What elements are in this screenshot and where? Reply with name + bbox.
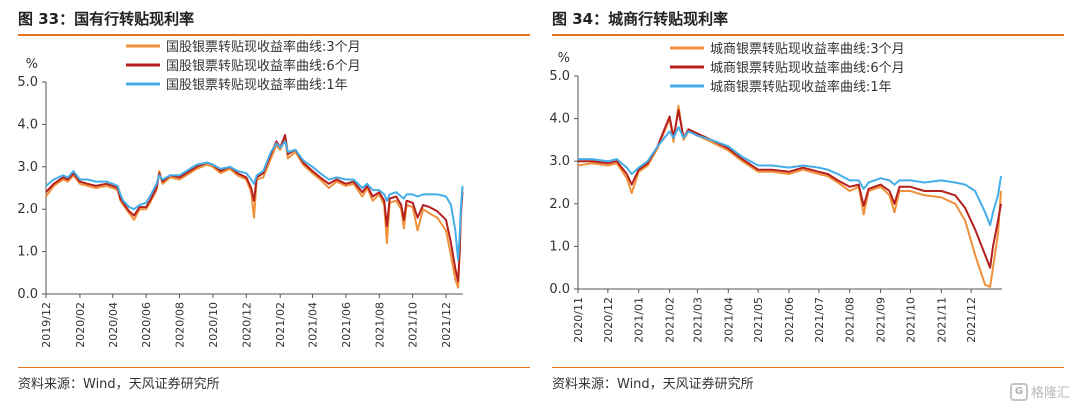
x-tick-label: 2020/02 <box>74 302 87 348</box>
y-tick-label: 0.0 <box>17 287 38 302</box>
watermark-logo-icon: G <box>1009 382 1028 401</box>
source-note: 资料来源：Wind，天风证券研究所 <box>18 377 220 392</box>
x-tick-label: 2021/09 <box>875 297 888 343</box>
x-tick-label: 2020/12 <box>240 302 253 348</box>
y-unit-label: % <box>558 51 570 66</box>
y-tick-label: 4.0 <box>549 112 570 127</box>
series-line-1 <box>578 109 1002 269</box>
y-tick-label: 3.0 <box>549 154 570 169</box>
series-line-2 <box>45 140 464 262</box>
y-tick-label: 2.0 <box>17 202 38 217</box>
x-tick-label: 2021/12 <box>440 302 453 348</box>
y-tick-label: 1.0 <box>17 245 38 260</box>
x-tick-label: 2021/10 <box>407 302 420 348</box>
x-tick-label: 2021/07 <box>813 297 826 343</box>
legend-label: 国股银票转贴现收益率曲线:6个月 <box>166 58 361 74</box>
x-tick-label: 2021/04 <box>307 302 320 348</box>
x-tick-label: 2020/12 <box>602 297 615 343</box>
figure-title: 图 34：城商行转贴现利率 <box>552 10 729 28</box>
y-tick-label: 0.0 <box>549 282 570 297</box>
bottom-rule <box>18 367 530 368</box>
source-note: 资料来源：Wind，天风证券研究所 <box>552 377 754 392</box>
chart-panel-33: 图 33：国有行转贴现利率 % 0.0 1.0 2.0 3.0 4.0 5.0 2019/12… <box>17 0 538 407</box>
line-chart-city-banks: % 0.0 1.0 2.0 3.0 4.0 5.0 2020/11 2020/12 2021/01… <box>549 41 1002 343</box>
x-tick-label: 2021/08 <box>373 302 386 348</box>
title-rule <box>552 34 1064 36</box>
x-tick-label: 2021/02 <box>274 302 287 348</box>
x-tick-label: 2021/10 <box>904 297 917 343</box>
bottom-rule <box>552 367 1064 368</box>
series-line-2 <box>578 126 1002 227</box>
x-tick-label: 2021/11 <box>935 297 948 343</box>
legend-label: 城商银票转贴现收益率曲线:1年 <box>710 79 892 95</box>
x-tick-label: 2021/05 <box>752 297 765 343</box>
y-tick-label: 2.0 <box>549 197 570 212</box>
watermark: G 格隆汇 <box>1009 382 1070 401</box>
y-tick-label: 5.0 <box>17 75 38 90</box>
x-tick-label: 2020/04 <box>107 302 120 348</box>
x-tick-label: 2021/03 <box>691 297 704 343</box>
series-line-0 <box>45 138 464 289</box>
line-chart-state-banks: % 0.0 1.0 2.0 3.0 4.0 5.0 2019/12 2020/02 2020/04… <box>17 39 464 348</box>
x-tick-label: 2019/12 <box>40 302 53 348</box>
title-rule <box>18 34 530 36</box>
series-line-0 <box>577 104 1002 288</box>
y-tick-label: 4.0 <box>17 117 38 132</box>
figure-title: 图 33：国有行转贴现利率 <box>18 10 195 28</box>
y-tick-label: 3.0 <box>17 160 38 175</box>
y-tick-label: 5.0 <box>549 69 570 84</box>
x-tick-label: 2021/02 <box>664 297 677 343</box>
x-tick-label: 2020/10 <box>207 302 220 348</box>
x-tick-label: 2021/12 <box>965 297 978 343</box>
x-tick-label: 2021/04 <box>722 297 735 343</box>
legend-label: 国股银票转贴现收益率曲线:1年 <box>166 77 348 93</box>
x-tick-label: 2021/01 <box>633 297 646 343</box>
x-tick-label: 2021/06 <box>783 297 796 343</box>
watermark-text: 格隆汇 <box>1030 386 1070 401</box>
legend-label: 国股银票转贴现收益率曲线:3个月 <box>166 39 361 55</box>
x-tick-label: 2021/06 <box>340 302 353 348</box>
y-tick-label: 1.0 <box>549 239 570 254</box>
x-tick-label: 2020/06 <box>140 302 153 348</box>
chart-panel-34: 图 34：城商行转贴现利率 % 0.0 1.0 2.0 3.0 4.0 5.0 2020/11… <box>549 0 1072 407</box>
y-unit-label: % <box>26 57 38 72</box>
x-tick-label: 2020/11 <box>572 297 585 343</box>
x-tick-label: 2020/08 <box>174 302 187 348</box>
legend-label: 城商银票转贴现收益率曲线:3个月 <box>710 41 905 57</box>
x-tick-label: 2021/08 <box>844 297 857 343</box>
legend-label: 城商银票转贴现收益率曲线:6个月 <box>710 60 905 76</box>
